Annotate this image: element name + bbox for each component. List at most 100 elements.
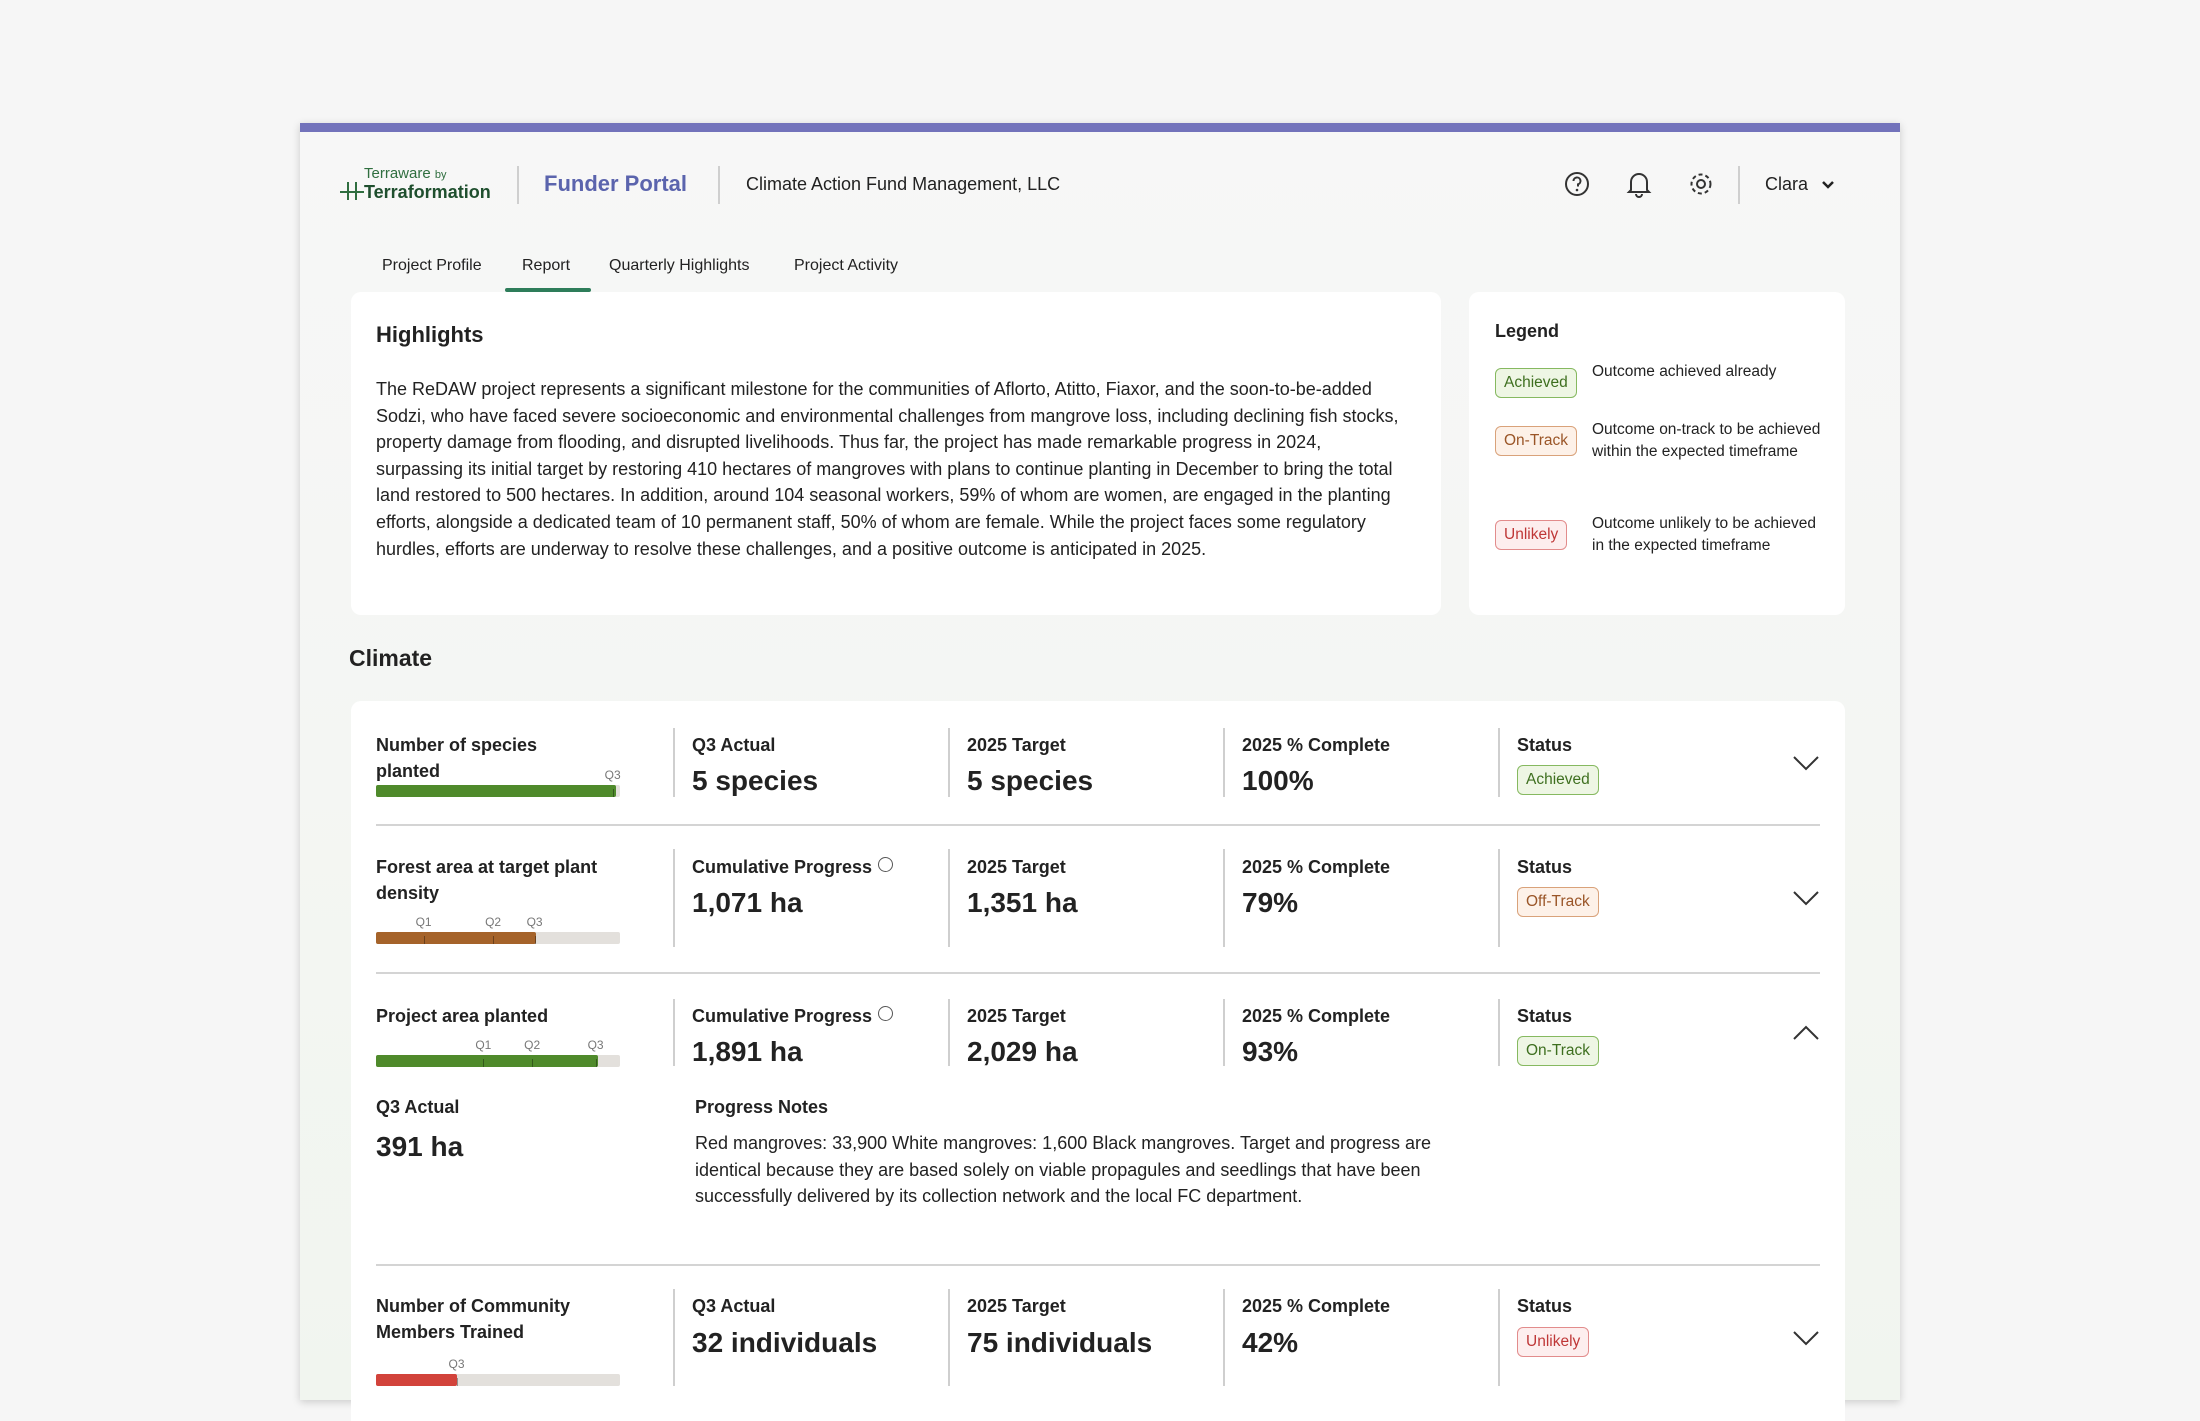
column-header: Cumulative Progress bbox=[692, 854, 894, 880]
logo-name: Terraformation bbox=[364, 182, 491, 202]
column-header: Q3 Actual bbox=[692, 732, 775, 758]
column-value: 1,351 ha bbox=[967, 887, 1078, 918]
settings-icon[interactable] bbox=[1687, 170, 1715, 198]
user-name: Clara bbox=[1765, 174, 1809, 194]
highlights-text: The ReDAW project represents a significa… bbox=[376, 379, 1399, 559]
progress-bar: Q3 bbox=[376, 768, 621, 797]
progress-fill bbox=[376, 1055, 599, 1067]
status-header: Status bbox=[1517, 735, 1573, 755]
status-badge: Achieved bbox=[1517, 765, 1599, 795]
expand-toggle[interactable] bbox=[1792, 1329, 1820, 1347]
tab[interactable]: Project Profile bbox=[382, 257, 482, 274]
column-header: Cumulative Progress bbox=[692, 1003, 894, 1029]
column-header: 2025 % Complete bbox=[1242, 854, 1390, 880]
highlights-card: Highlights The ReDAW project represents … bbox=[351, 292, 1441, 615]
status-badge: Unlikely bbox=[1517, 1327, 1590, 1357]
separator bbox=[1738, 166, 1740, 204]
legend-badge: Unlikely bbox=[1495, 520, 1568, 550]
column-header: 2025 Target bbox=[967, 1003, 1066, 1029]
column-separator bbox=[673, 728, 675, 797]
quarter-label: Q3 bbox=[448, 1357, 465, 1371]
info-icon bbox=[878, 1006, 894, 1021]
progress-bar: Q1 Q2 Q3 bbox=[376, 1038, 620, 1067]
notifications-icon[interactable] bbox=[1625, 169, 1653, 199]
column-header-text: 2025 Target bbox=[967, 1296, 1066, 1316]
quarter-label: Q3 bbox=[526, 915, 543, 929]
detail-header: Q3 Actual bbox=[376, 1097, 460, 1117]
column-value: 1,071 ha bbox=[692, 887, 803, 918]
expand-toggle[interactable] bbox=[1792, 889, 1820, 907]
legend-text: Outcome on-track to be achieved within t… bbox=[1592, 421, 1821, 460]
column-header: 2025 % Complete bbox=[1242, 1003, 1390, 1029]
column-separator bbox=[948, 1289, 950, 1386]
column-value: 5 species bbox=[692, 765, 819, 796]
row-divider bbox=[376, 824, 1820, 826]
detail-value: 391 ha bbox=[376, 1131, 464, 1162]
metric-label: Forest area at target plant density bbox=[376, 857, 598, 903]
metric-label: Project area planted bbox=[376, 1006, 549, 1026]
column-header-text: Q3 Actual bbox=[692, 1296, 776, 1316]
quarter-label: Q1 bbox=[415, 915, 432, 929]
progress-fill bbox=[376, 1374, 457, 1386]
column-value: 32 individuals bbox=[692, 1327, 878, 1358]
column-separator bbox=[1223, 849, 1225, 947]
progress-fill bbox=[376, 785, 617, 797]
legend-text: Outcome unlikely to be achieved in the e… bbox=[1592, 515, 1817, 554]
column-separator bbox=[1223, 999, 1225, 1066]
legend-card: Legend Achieved Outcome achieved already O… bbox=[1469, 292, 1845, 615]
quarter-tick bbox=[483, 1059, 485, 1067]
user-menu[interactable]: Clara bbox=[1765, 174, 1835, 195]
column-separator bbox=[948, 849, 950, 947]
quarter-label: Q3 bbox=[587, 1038, 604, 1052]
quarter-tick bbox=[612, 789, 614, 797]
dropdown-caret bbox=[1822, 181, 1834, 189]
tab[interactable]: Report bbox=[522, 257, 571, 274]
column-separator bbox=[673, 999, 675, 1066]
progress-bar: Q1 Q2 Q3 bbox=[376, 915, 620, 944]
metric-label: Number of Community Members Trained bbox=[376, 1296, 571, 1342]
column-separator bbox=[673, 849, 675, 947]
organization: Climate Action Fund Management, LLC bbox=[746, 174, 1061, 194]
expand-toggle[interactable] bbox=[1792, 754, 1820, 772]
quarter-tick bbox=[532, 1059, 534, 1067]
progress-bar: Q3 bbox=[376, 1357, 620, 1386]
quarter-tick bbox=[534, 936, 536, 944]
logo-brand: Terraware bbox=[364, 165, 431, 182]
column-value: 75 individuals bbox=[967, 1327, 1153, 1358]
status-header: Status bbox=[1517, 1296, 1573, 1316]
column-value: 42% bbox=[1242, 1327, 1299, 1358]
column-separator bbox=[948, 728, 950, 797]
column-value: 5 species bbox=[967, 765, 1094, 796]
notes-text: Red mangroves: 33,900 White mangroves: 1… bbox=[695, 1133, 1432, 1207]
tab[interactable]: Quarterly Highlights bbox=[609, 257, 750, 274]
column-header: 2025 Target bbox=[967, 854, 1066, 880]
collapse-toggle[interactable] bbox=[1792, 1024, 1820, 1042]
quarter-tick bbox=[456, 1378, 458, 1386]
logo-by: by bbox=[434, 169, 447, 181]
help-icon[interactable] bbox=[1563, 170, 1591, 198]
column-header-text: 2025 % Complete bbox=[1242, 857, 1391, 877]
quarter-tick bbox=[595, 1059, 597, 1067]
status-header: Status bbox=[1517, 857, 1573, 877]
column-header: 2025 Target bbox=[967, 1293, 1066, 1319]
column-header-text: Cumulative Progress bbox=[692, 1006, 873, 1026]
quarter-label: Q2 bbox=[524, 1038, 541, 1052]
legend-badge: Achieved bbox=[1495, 368, 1577, 398]
column-value: 2,029 ha bbox=[967, 1036, 1078, 1067]
column-value: 100% bbox=[1242, 765, 1314, 796]
quarter-label: Q3 bbox=[604, 768, 621, 782]
status-header: Status bbox=[1517, 1006, 1573, 1026]
section-title: Climate bbox=[349, 645, 433, 671]
quarter-label: Q2 bbox=[485, 915, 502, 929]
portal-name: Funder Portal bbox=[544, 171, 688, 196]
column-header-text: 2025 % Complete bbox=[1242, 1296, 1391, 1316]
column-value: 1,891 ha bbox=[692, 1036, 803, 1067]
logo-icon bbox=[340, 182, 364, 200]
column-header-text: Q3 Actual bbox=[692, 735, 776, 755]
metric-label: Number of species planted bbox=[376, 735, 538, 781]
quarter-label: Q1 bbox=[475, 1038, 492, 1052]
column-value: 93% bbox=[1242, 1036, 1299, 1067]
tab[interactable]: Project Activity bbox=[794, 257, 899, 274]
column-separator bbox=[1223, 1289, 1225, 1386]
